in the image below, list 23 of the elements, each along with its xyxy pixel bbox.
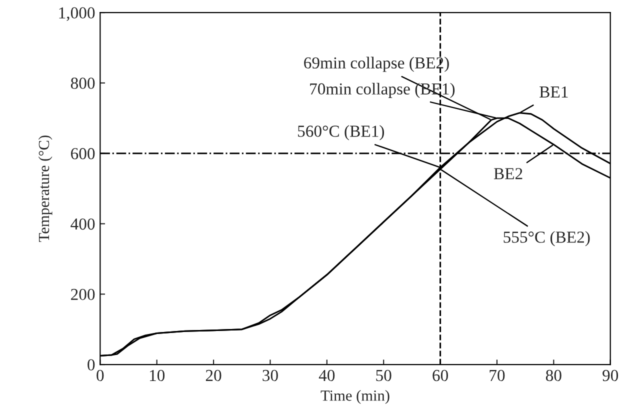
x-tick-label: 30: [262, 370, 278, 382]
x-tick-label: 80: [546, 370, 562, 382]
y-tick-label: 200: [71, 288, 95, 300]
x-tick-label: 10: [150, 370, 165, 382]
annotation: 560°C (BE1): [298, 125, 384, 140]
y-tick-label: 1,000: [59, 7, 95, 21]
x-tick-label: 0: [96, 370, 104, 382]
x-tick-label: 90: [602, 370, 618, 382]
x-tick-label: 20: [206, 370, 222, 382]
annotation: 555°C (BE2): [504, 231, 590, 246]
y-axis-title: Temperature (°C): [38, 136, 52, 242]
y-tick-label: 800: [70, 78, 95, 89]
x-axis-title: Time (min): [320, 390, 390, 404]
y-tick-label: 600: [71, 148, 95, 160]
x-tick-label: 70: [490, 370, 505, 382]
x-tick-label: 50: [376, 370, 392, 382]
series-label: BE1: [540, 86, 568, 98]
x-tick-label: 60: [432, 370, 448, 382]
annotation: 69min collapse (BE2): [304, 56, 449, 72]
y-tick-label: 400: [70, 218, 95, 230]
y-tick-label: 0: [88, 359, 95, 370]
x-tick-label: 40: [318, 370, 335, 382]
text: BE2: [494, 168, 522, 180]
